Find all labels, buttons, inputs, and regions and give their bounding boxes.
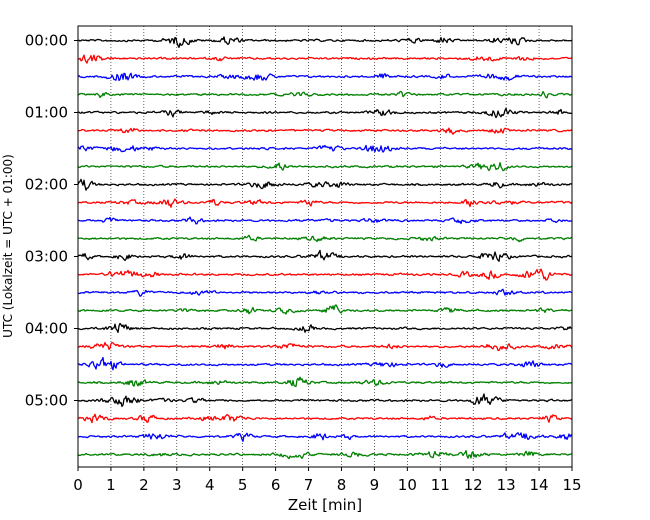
x-axis-title: Zeit [min]: [288, 496, 362, 514]
seismogram-trace-2: [77, 54, 573, 64]
x-tick-label: 4: [205, 476, 215, 494]
seismogram-trace-23: [77, 432, 573, 442]
y-tick-label: 00:00: [25, 32, 68, 50]
y-tick-label: 03:00: [25, 248, 68, 266]
seismogram-trace-13: [77, 249, 573, 262]
seismogram-trace-19: [77, 356, 573, 371]
x-tick-label: 10: [398, 476, 417, 494]
seismogram-trace-12: [77, 234, 573, 243]
x-tick-label: 9: [370, 476, 380, 494]
seismogram-trace-22: [77, 413, 573, 424]
x-tick-label: 3: [172, 476, 182, 494]
x-tick-label: 15: [562, 476, 581, 494]
x-tick-label: 8: [337, 476, 347, 494]
x-tick-label: 12: [464, 476, 483, 494]
x-tick-label: 14: [530, 476, 549, 494]
x-tick-label: 1: [106, 476, 116, 494]
seismogram-trace-3: [77, 72, 573, 81]
y-tick-label: 05:00: [25, 392, 68, 410]
seismogram-trace-18: [77, 341, 573, 352]
x-tick-label: 7: [304, 476, 314, 494]
y-tick-label: 01:00: [25, 104, 68, 122]
seismogram-trace-15: [77, 288, 573, 297]
seismogram-trace-11: [77, 216, 573, 225]
seismogram-trace-10: [77, 198, 573, 208]
plot-frame: [77, 25, 573, 468]
seismogram-trace-14: [77, 268, 573, 281]
x-tick-label: 5: [238, 476, 248, 494]
seismogram-trace-17: [77, 322, 573, 334]
x-tick-label: 13: [497, 476, 516, 494]
seismogram-trace-9: [77, 178, 573, 191]
x-axis-ticks: 0 1 2 3 4 5 6 7 8 9 10 11 12 13 14 15: [73, 467, 582, 494]
seismogram-trace-1: [77, 36, 573, 48]
seismogram-trace-7: [77, 144, 573, 153]
y-axis-title: UTC (Lokalzeit = UTC + 01:00): [1, 154, 15, 338]
y-tick-label: 02:00: [25, 176, 68, 194]
seismogram-trace-21: [77, 393, 573, 408]
y-axis-ticks: 00:00 01:00 02:00 03:00 04:00 05:00: [25, 32, 78, 410]
seismogram-trace-20: [77, 376, 573, 388]
seismogram-traces: [77, 36, 573, 460]
seismogram-trace-4: [77, 90, 573, 99]
seismogram-trace-24: [77, 450, 573, 460]
seismogram-trace-16: [77, 304, 573, 315]
x-tick-label: 11: [431, 476, 450, 494]
x-tick-label: 2: [139, 476, 149, 494]
y-tick-label: 04:00: [25, 320, 68, 338]
seismogram-trace-8: [77, 161, 573, 172]
x-tick-label: 6: [271, 476, 281, 494]
seismogram-trace-5: [77, 107, 573, 119]
x-tick-label: 0: [73, 476, 83, 494]
seismogram-trace-6: [77, 127, 573, 135]
